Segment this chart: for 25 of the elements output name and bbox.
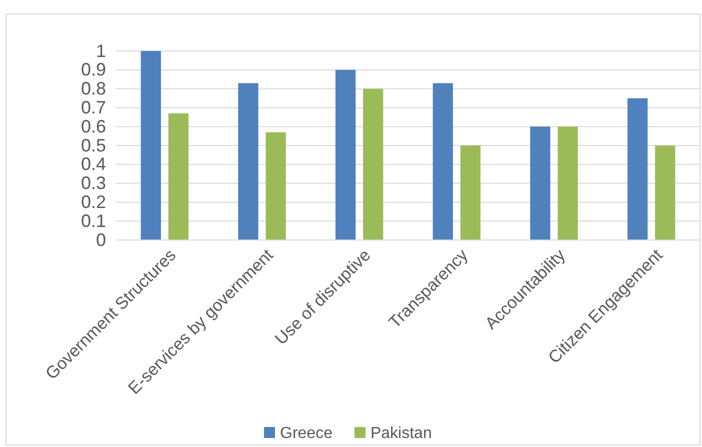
- y-tick-label: 1: [96, 40, 106, 61]
- y-tick-label: 0.2: [80, 192, 106, 212]
- bar: [335, 70, 356, 240]
- bar: [238, 83, 258, 240]
- y-tick-label: 0.4: [80, 154, 106, 174]
- bar: [627, 98, 648, 240]
- y-tick-label: 0.6: [80, 116, 106, 136]
- y-tick-label: 0.8: [80, 78, 106, 99]
- bar: [140, 51, 161, 240]
- y-tick-label: 0.9: [80, 60, 106, 80]
- bar: [363, 88, 384, 240]
- legend-label: Greece: [280, 425, 333, 442]
- bar: [655, 146, 676, 240]
- legend-label: Pakistan: [370, 425, 432, 442]
- bar: [432, 83, 453, 240]
- bar: [460, 146, 481, 240]
- bar: [168, 113, 189, 240]
- bar: [266, 132, 286, 240]
- bar: [558, 126, 578, 240]
- y-tick-label: 0.7: [80, 97, 106, 118]
- y-tick-label: 0.1: [80, 210, 106, 231]
- y-tick-label: 0.3: [80, 173, 106, 194]
- bar: [530, 126, 550, 240]
- y-tick-label: 0: [96, 230, 106, 250]
- y-tick-label: 0.5: [80, 135, 106, 156]
